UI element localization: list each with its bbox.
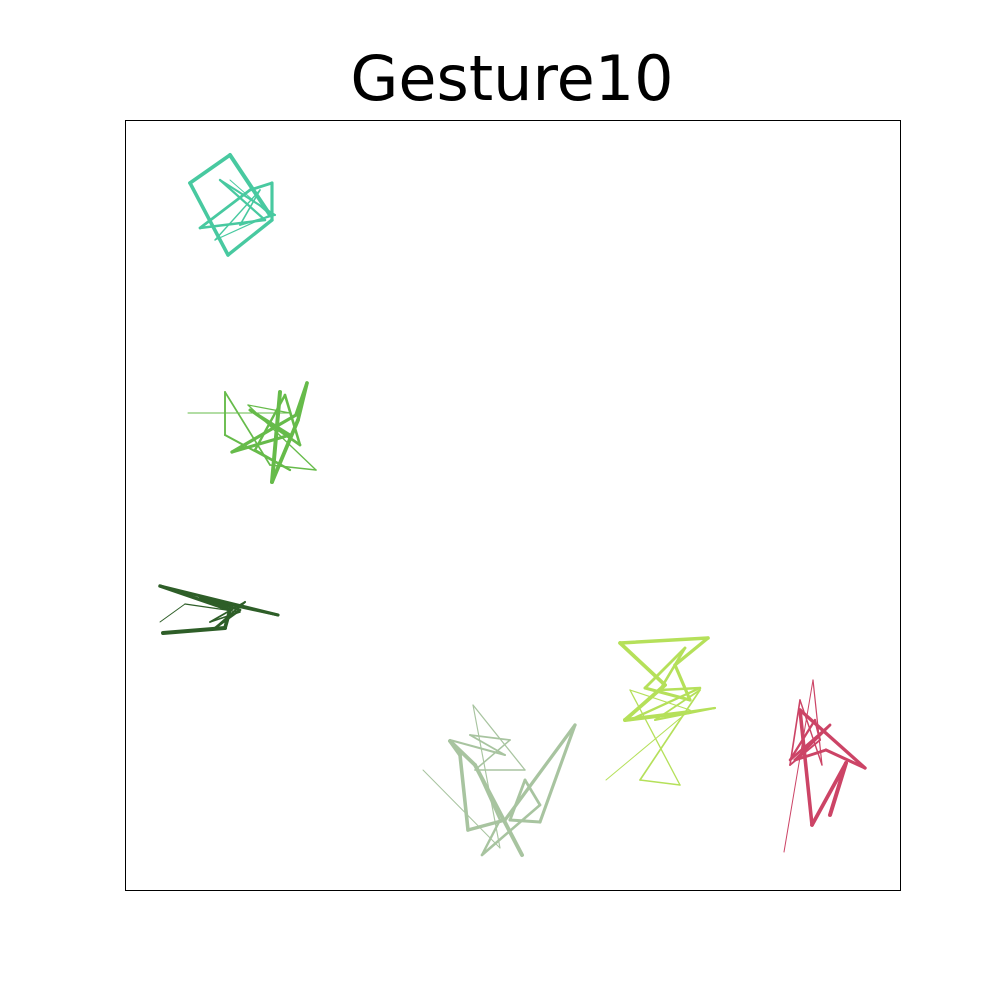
gesture-stroke [605,709,691,781]
gesture-stroke [230,413,298,454]
gesture-stroke [480,818,502,857]
gesture-stroke [783,679,814,853]
gesture-stroke [503,723,577,822]
gesture-stroke [472,704,526,771]
gesture-stroke [643,646,687,690]
gesture-stroke [223,608,232,630]
gesture-stroke [466,818,507,832]
gesture-stroke [270,390,282,484]
gesture-stroke [214,189,261,241]
gesture-stroke [508,818,542,824]
chart-title: Gesture10 [350,42,673,115]
gesture-stroke [248,408,292,437]
gesture-stroke [247,404,291,414]
gesture-stroke [828,761,848,817]
gesture-stroke [639,779,681,786]
gesture-stroke [538,723,577,824]
gesture-stroke [224,391,271,466]
gesture-stroke [448,739,477,767]
gesture-stroke [469,734,511,741]
plot-frame [125,120,901,891]
gesture-stroke [198,188,252,230]
gesture-stroke [799,699,823,766]
gesture-stroke [618,641,667,687]
gesture-stroke [798,708,867,770]
gesture-stroke [673,663,692,702]
gesture-stroke [159,603,186,623]
gesture-stroke [449,739,506,756]
gesture-stroke [673,636,710,667]
gesture-stroke [629,689,691,711]
gesture-stroke [198,218,267,230]
gesture-stroke [474,739,511,771]
gesture-stroke [639,689,701,781]
gesture-stroke [158,584,232,612]
gesture-stroke [798,708,814,827]
gesture-stroke [270,418,300,484]
gesture-stroke [158,584,280,617]
gesture-stroke [618,636,710,645]
gesture-stroke [623,683,667,722]
gesture-stroke [229,179,271,216]
gesture-stroke [523,778,542,807]
gesture-stroke [508,778,527,822]
gesture-stroke [458,753,470,832]
gesture-stroke [283,393,302,447]
gesture-stroke [643,686,692,702]
gesture-stroke [230,433,292,454]
gesture-stroke [623,710,692,722]
gesture-stroke [188,181,230,257]
gesture-stroke [469,734,506,756]
gesture-stroke [473,763,524,857]
gesture-stroke [810,761,848,827]
gesture-stroke [296,381,309,422]
gesture-stroke [161,626,227,635]
gesture-stroke [226,218,274,257]
gesture-stroke [218,178,267,222]
gesture-stroke [793,748,828,762]
gesture-stroke [824,748,867,770]
gesture-stroke [658,686,702,692]
gesture-stroke [188,153,232,185]
gesture-stroke [228,153,272,217]
gesture-stroke [422,769,501,849]
